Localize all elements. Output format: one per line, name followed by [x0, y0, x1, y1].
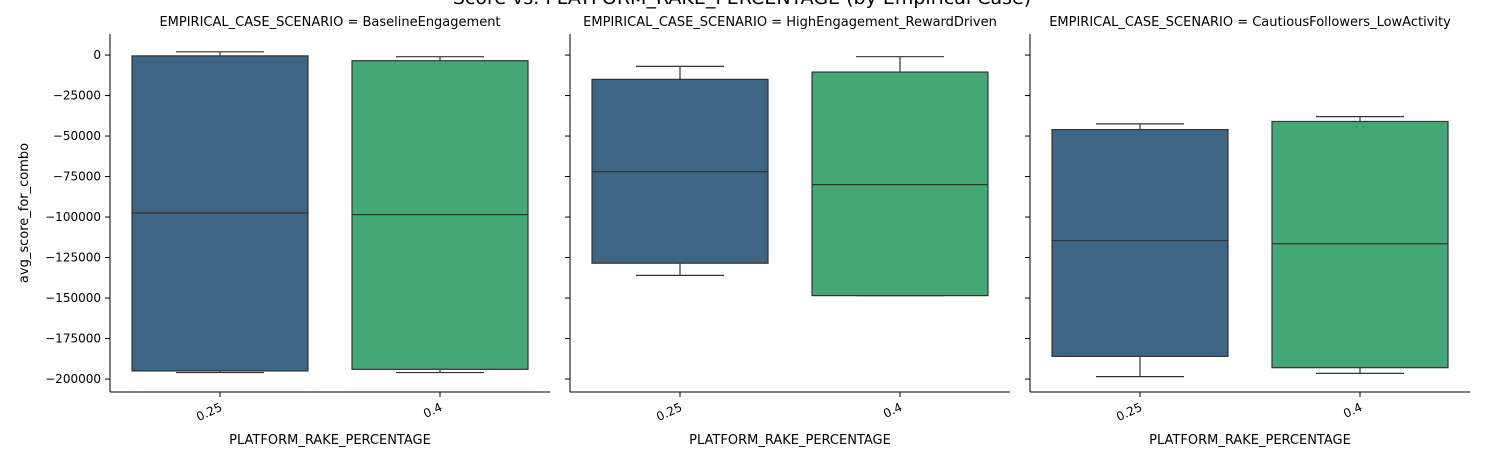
- facet-panel-1: EMPIRICAL_CASE_SCENARIO = BaselineEngage…: [45, 15, 550, 448]
- box-0.4: [811, 56, 989, 297]
- y-tick-label: −150000: [45, 291, 101, 305]
- y-tick-label: −125000: [45, 251, 101, 265]
- box-0.4: [1271, 116, 1449, 374]
- facet-panel-2: EMPIRICAL_CASE_SCENARIO = HighEngagement…: [565, 15, 1010, 448]
- panel-title: EMPIRICAL_CASE_SCENARIO = CautiousFollow…: [1049, 15, 1451, 30]
- x-tick-label: 0.4: [881, 400, 904, 421]
- iqr-box: [1271, 120, 1449, 369]
- iqr-box: [1051, 128, 1229, 357]
- x-tick-label: 0.4: [1341, 400, 1364, 421]
- y-tick-label: −175000: [45, 332, 101, 346]
- y-tick-label: −200000: [45, 372, 101, 386]
- x-tick-label: 0.25: [654, 400, 684, 424]
- box-0.25: [131, 51, 309, 374]
- y-tick-label: −100000: [45, 210, 101, 224]
- facet-panel-3: EMPIRICAL_CASE_SCENARIO = CautiousFollow…: [1025, 15, 1470, 448]
- y-tick-label: −50000: [53, 129, 101, 143]
- x-axis-label: PLATFORM_RAKE_PERCENTAGE: [689, 433, 891, 448]
- y-tick-label: −75000: [53, 170, 101, 184]
- y-tick-label: 0: [93, 48, 101, 62]
- chart-title: Score vs. PLATFORM_RAKE_PERCENTAGE (by E…: [453, 0, 1031, 9]
- box-0.25: [591, 65, 769, 276]
- panel-title: EMPIRICAL_CASE_SCENARIO = BaselineEngage…: [159, 15, 500, 30]
- y-tick-label: −25000: [53, 89, 101, 103]
- x-tick-label: 0.25: [1114, 400, 1144, 424]
- facet-panels: EMPIRICAL_CASE_SCENARIO = BaselineEngage…: [45, 15, 1470, 448]
- box-0.25: [1051, 123, 1229, 378]
- x-tick-label: 0.4: [421, 400, 444, 421]
- panel-title: EMPIRICAL_CASE_SCENARIO = HighEngagement…: [583, 15, 997, 30]
- x-tick-label: 0.25: [194, 400, 224, 424]
- box-0.4: [351, 56, 529, 374]
- iqr-box: [811, 71, 989, 297]
- x-axis-label: PLATFORM_RAKE_PERCENTAGE: [229, 433, 431, 448]
- y-axis-label: avg_score_for_combo: [17, 143, 32, 283]
- x-axis-label: PLATFORM_RAKE_PERCENTAGE: [1149, 433, 1351, 448]
